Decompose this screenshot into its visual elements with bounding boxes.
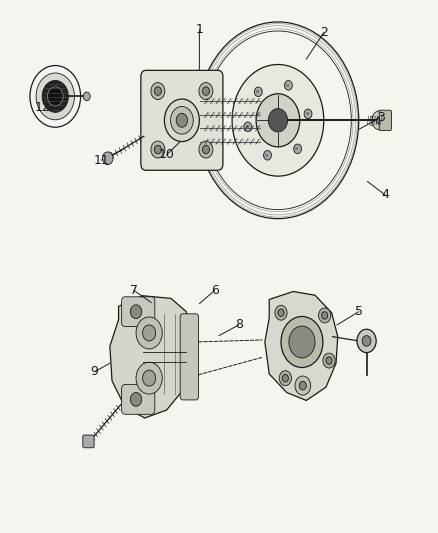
Circle shape — [283, 374, 288, 382]
Circle shape — [278, 309, 284, 317]
Circle shape — [256, 94, 300, 147]
FancyBboxPatch shape — [379, 110, 392, 131]
Circle shape — [202, 87, 209, 95]
FancyBboxPatch shape — [141, 70, 223, 170]
Circle shape — [36, 73, 74, 120]
Circle shape — [357, 329, 376, 353]
Polygon shape — [110, 296, 194, 418]
Text: e: e — [245, 124, 249, 130]
Circle shape — [164, 99, 199, 142]
Circle shape — [151, 83, 165, 100]
Circle shape — [244, 122, 252, 132]
Circle shape — [362, 336, 371, 346]
Text: e: e — [265, 153, 268, 158]
Circle shape — [143, 325, 155, 341]
Circle shape — [83, 92, 90, 101]
Circle shape — [199, 141, 213, 158]
FancyBboxPatch shape — [180, 314, 198, 400]
Circle shape — [377, 117, 383, 124]
Circle shape — [304, 109, 312, 119]
Text: e: e — [295, 147, 298, 151]
Circle shape — [279, 370, 291, 385]
Text: 5: 5 — [355, 305, 363, 318]
Text: e: e — [286, 83, 289, 88]
Circle shape — [289, 326, 315, 358]
Circle shape — [202, 146, 209, 154]
Text: 11: 11 — [93, 154, 109, 167]
Text: 4: 4 — [381, 188, 389, 201]
Text: 7: 7 — [130, 284, 138, 297]
Text: 8: 8 — [235, 319, 243, 332]
Circle shape — [293, 144, 301, 154]
Circle shape — [321, 312, 328, 319]
Circle shape — [268, 109, 288, 132]
FancyBboxPatch shape — [122, 297, 155, 327]
Circle shape — [47, 87, 63, 106]
Circle shape — [154, 87, 161, 95]
Circle shape — [284, 80, 292, 90]
Circle shape — [254, 87, 262, 96]
Text: 1: 1 — [195, 23, 203, 36]
Circle shape — [299, 381, 306, 390]
Circle shape — [30, 66, 81, 127]
Text: e: e — [305, 111, 309, 116]
Polygon shape — [265, 292, 338, 400]
Circle shape — [264, 150, 272, 160]
Text: e: e — [256, 90, 259, 94]
Circle shape — [154, 146, 161, 154]
Circle shape — [136, 317, 162, 349]
Text: 3: 3 — [377, 111, 385, 124]
FancyBboxPatch shape — [122, 384, 155, 414]
Circle shape — [372, 111, 388, 130]
Text: 12: 12 — [34, 101, 50, 114]
Circle shape — [232, 64, 324, 176]
Circle shape — [131, 305, 142, 319]
Circle shape — [131, 392, 142, 406]
Circle shape — [143, 370, 155, 386]
Circle shape — [281, 317, 323, 368]
Circle shape — [197, 22, 359, 219]
Text: 10: 10 — [159, 148, 175, 161]
Circle shape — [136, 362, 162, 394]
FancyBboxPatch shape — [83, 435, 94, 448]
Circle shape — [326, 357, 332, 365]
Circle shape — [151, 141, 165, 158]
Circle shape — [102, 152, 113, 165]
Text: 2: 2 — [320, 26, 328, 39]
Text: 9: 9 — [91, 365, 99, 378]
Circle shape — [176, 114, 187, 127]
Circle shape — [42, 80, 68, 112]
Circle shape — [170, 107, 193, 134]
Circle shape — [323, 353, 335, 368]
Text: 6: 6 — [211, 284, 219, 297]
Circle shape — [275, 305, 287, 320]
Circle shape — [199, 83, 213, 100]
Circle shape — [295, 376, 311, 395]
Circle shape — [318, 308, 331, 323]
